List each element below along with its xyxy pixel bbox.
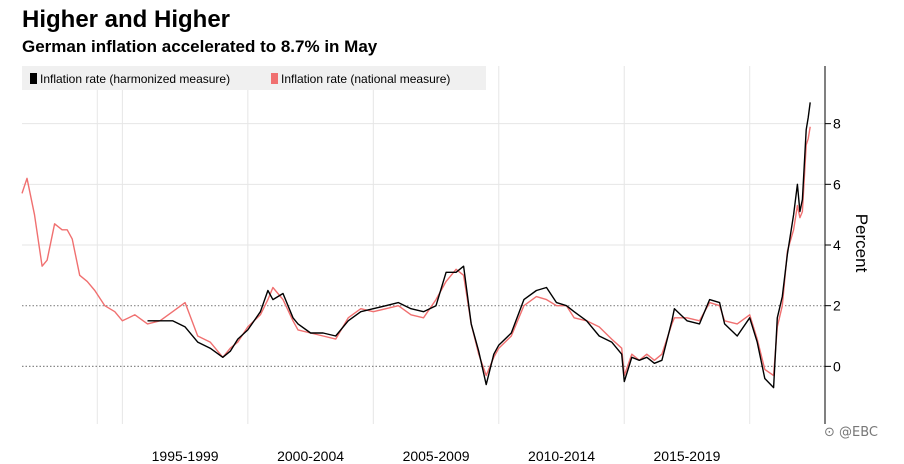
y-axis-label: Percent [852,214,871,273]
legend-label-harmonized: Inflation rate (harmonized measure) [40,72,230,86]
legend-box [22,66,486,90]
series-lines [21,102,811,389]
watermark: ⊙ @EBC [824,425,879,440]
x-tick-label: 1995-1999 [152,448,219,464]
legend-swatch-harmonized [30,73,37,84]
grid-layer [22,66,825,424]
y-tick-label: 8 [833,116,841,132]
chart-title: Higher and Higher [22,6,231,33]
x-tick-label: 2005-2009 [403,448,470,464]
chart-subtitle: German inflation accelerated to 8.7% in … [22,37,378,56]
x-tick-label: 2000-2004 [277,448,344,464]
y-tick-label: 6 [833,176,841,192]
legend-swatch-national [271,73,278,84]
y-axis: 0 2 4 6 8 Percent [824,66,871,424]
legend: Inflation rate (harmonized measure) Infla… [22,66,486,90]
x-axis-tick-labels: 1995-1999 2000-2004 2005-2009 2010-2014 2015… [152,448,721,464]
y-tick-label: 0 [833,358,841,374]
series-line-harmonized [147,102,811,389]
x-tick-label: 2010-2014 [528,448,595,464]
y-tick-label: 2 [833,298,841,314]
x-tick-label: 2015-2019 [654,448,721,464]
series-line-national [21,126,811,377]
y-tick-label: 4 [833,237,841,253]
reference-lines [22,305,825,367]
legend-label-national: Inflation rate (national measure) [281,72,450,86]
